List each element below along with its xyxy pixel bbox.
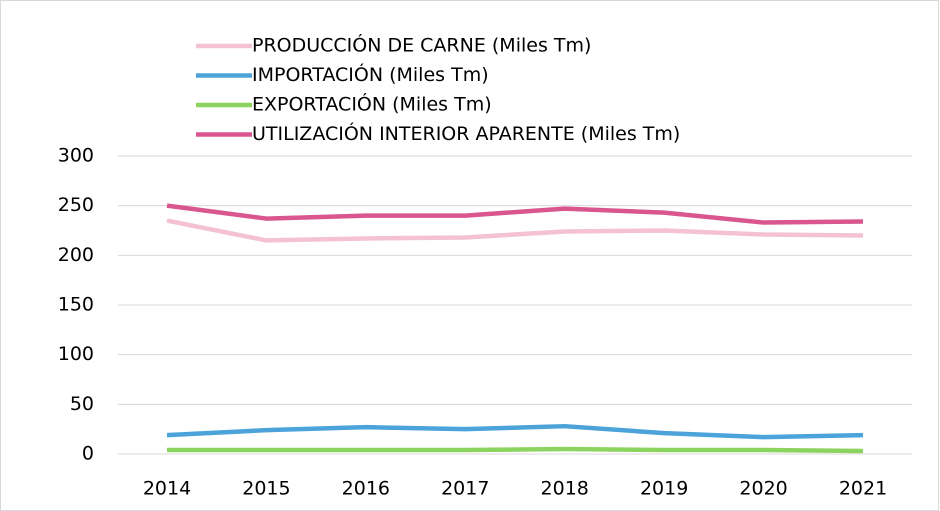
y-tick-label: 150 bbox=[58, 294, 94, 316]
x-tick-label: 2020 bbox=[739, 478, 787, 500]
y-tick-label: 0 bbox=[82, 443, 94, 465]
x-tick-label: 2017 bbox=[441, 478, 489, 500]
x-tick-label: 2021 bbox=[839, 478, 887, 500]
x-tick-label: 2016 bbox=[342, 478, 390, 500]
line-series bbox=[166, 423, 864, 440]
legend-label: UTILIZACIÓN INTERIOR APARENTE (Miles Tm) bbox=[252, 121, 680, 145]
x-tick-label: 2014 bbox=[143, 478, 191, 500]
legend-label: IMPORTACIÓN (Miles Tm) bbox=[252, 62, 489, 86]
x-tick-label: 2018 bbox=[541, 478, 589, 500]
legend-label: EXPORTACIÓN (Miles Tm) bbox=[252, 92, 492, 116]
x-tick-label: 2019 bbox=[640, 478, 688, 500]
line-series bbox=[167, 446, 864, 454]
y-tick-label: 50 bbox=[70, 393, 94, 415]
y-tick-label: 100 bbox=[58, 343, 94, 365]
line-series bbox=[166, 203, 864, 225]
line-series bbox=[166, 218, 864, 243]
x-tick-label: 2015 bbox=[242, 478, 290, 500]
y-tick-label: 300 bbox=[58, 145, 94, 167]
y-tick-label: 250 bbox=[58, 194, 94, 216]
y-tick-label: 200 bbox=[58, 244, 94, 266]
legend-label: PRODUCCIÓN DE CARNE (Miles Tm) bbox=[252, 33, 591, 57]
